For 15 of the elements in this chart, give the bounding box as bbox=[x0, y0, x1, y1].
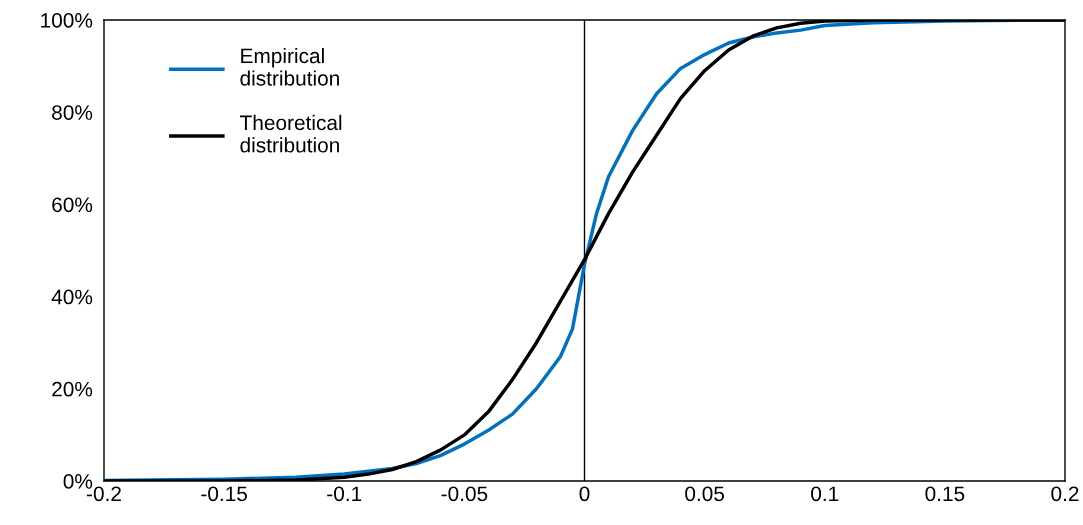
x-tick-label: 0.15 bbox=[925, 486, 965, 502]
y-tick-label: 40% bbox=[51, 289, 93, 305]
x-tick-label: 0.05 bbox=[685, 486, 725, 502]
x-tick-label: 0.2 bbox=[1051, 486, 1079, 502]
y-tick-label: 80% bbox=[52, 105, 93, 120]
x-tick-label: -0.1 bbox=[327, 486, 362, 502]
legend-label: Theoretical distribution bbox=[240, 114, 342, 153]
legend-label: Empirical distribution bbox=[240, 47, 339, 86]
x-tick-label: -0.15 bbox=[201, 486, 247, 502]
x-tick-label: -0.05 bbox=[441, 486, 488, 502]
y-tick-label: 60% bbox=[52, 197, 93, 213]
x-tick-label: 0.1 bbox=[811, 486, 839, 502]
y-tick-label: 20% bbox=[52, 381, 93, 397]
x-tick-label: 0 bbox=[579, 486, 590, 502]
y-tick-label: 100% bbox=[41, 13, 93, 28]
